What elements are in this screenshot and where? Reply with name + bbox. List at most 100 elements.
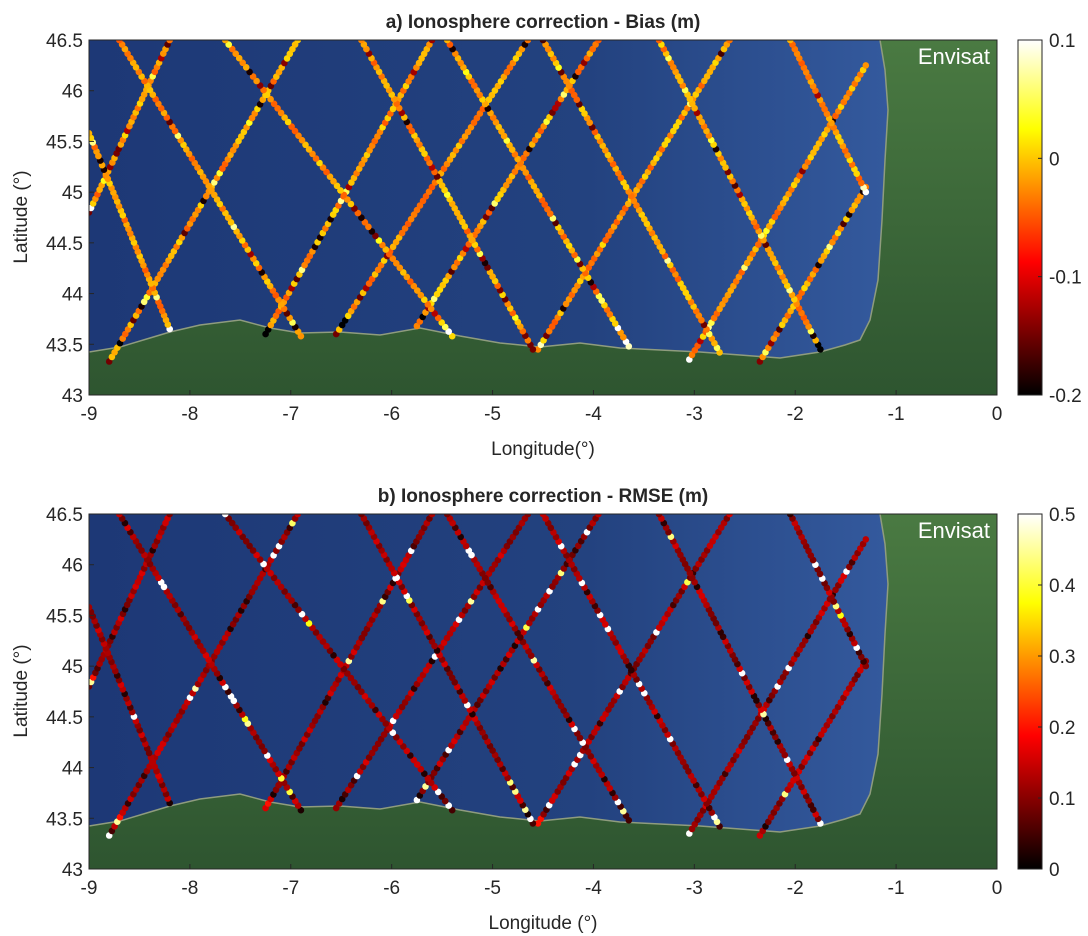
data-point	[434, 314, 442, 322]
data-point	[267, 95, 274, 103]
bias-panel: a) Ionosphere correction - Bias (m) Envi…	[11, 12, 1082, 460]
panel-a-x-ticks: -9 -8 -7 -6 -5 -4 -3 -2 -1 0	[81, 390, 1003, 425]
data-point	[235, 528, 243, 536]
data-point	[786, 40, 794, 44]
data-point	[239, 533, 246, 541]
data-point	[431, 784, 439, 791]
data-point	[232, 50, 239, 57]
x-tick-label: 0	[992, 404, 1003, 425]
data-point	[232, 524, 239, 531]
data-point	[319, 164, 327, 171]
data-point	[361, 693, 369, 700]
y-tick-label: 44.5	[46, 708, 83, 729]
panel-a-colorbar	[1017, 39, 1043, 396]
data-point	[524, 514, 532, 518]
data-point	[246, 542, 253, 550]
data-point	[344, 670, 351, 677]
panel-b-xlabel: Longitude (°)	[489, 913, 598, 934]
data-point	[403, 747, 411, 755]
data-point	[595, 514, 602, 518]
data-point	[309, 624, 316, 632]
data-point	[284, 118, 292, 126]
y-tick-label: 43.5	[46, 335, 83, 356]
data-point	[428, 514, 436, 518]
data-point	[221, 40, 229, 44]
data-point	[270, 574, 278, 582]
data-point	[116, 514, 123, 518]
data-point	[277, 109, 285, 117]
panel-b-colorbar	[1017, 513, 1043, 870]
x-tick-label: -4	[585, 404, 602, 425]
data-point	[427, 779, 435, 787]
panel-b-land	[89, 514, 997, 869]
data-point	[263, 91, 271, 98]
x-tick-label: -8	[181, 878, 198, 899]
data-point	[260, 86, 267, 94]
data-point	[368, 228, 376, 235]
x-tick-label: -1	[888, 404, 905, 425]
x-tick-label: -5	[484, 878, 501, 899]
data-point	[424, 301, 432, 308]
y-tick-label: 46	[62, 82, 83, 103]
data-point	[267, 569, 274, 577]
data-point	[256, 556, 264, 563]
data-point	[539, 514, 547, 518]
panel-a-points	[89, 40, 870, 365]
data-point	[270, 100, 278, 108]
data-point	[375, 237, 383, 244]
x-tick-label: -4	[585, 878, 602, 899]
x-tick-label: -6	[383, 404, 400, 425]
data-point	[274, 105, 281, 112]
data-point	[438, 319, 446, 326]
data-point	[386, 724, 393, 732]
data-point	[351, 205, 358, 212]
data-point	[166, 40, 173, 44]
data-point	[291, 127, 299, 135]
data-point	[862, 62, 870, 69]
data-point	[340, 665, 348, 673]
data-point	[344, 196, 351, 203]
panel-a-ylabel: Latitude (°)	[11, 170, 32, 263]
data-point	[354, 683, 362, 691]
panel-b-annotation: Envisat	[918, 518, 990, 543]
data-point	[726, 514, 733, 518]
data-point	[309, 150, 316, 158]
rmse-panel: b) Ionosphere correction - RMSE (m) Envi…	[11, 486, 1076, 934]
y-tick-label: 45	[62, 657, 83, 678]
data-point	[347, 200, 355, 208]
data-point	[414, 761, 421, 768]
data-point	[221, 514, 229, 518]
panel-b-x-ticks: -9 -8 -7 -6 -5 -4 -3 -2 -1 0	[81, 864, 1002, 899]
y-tick-label: 43	[62, 860, 83, 881]
data-point	[326, 173, 334, 180]
data-point	[294, 40, 302, 44]
data-point	[274, 579, 281, 586]
data-point	[441, 323, 449, 331]
data-point	[333, 182, 341, 190]
data-point	[302, 615, 309, 623]
panel-b-y-ticks: 43 43.5 44 44.5 45 45.5 46 46.5	[46, 505, 94, 881]
x-tick-label: -3	[686, 404, 703, 425]
data-point	[786, 514, 794, 518]
panel-b-frame	[88, 513, 998, 870]
data-point	[294, 514, 302, 518]
data-point	[351, 679, 358, 686]
data-point	[448, 806, 456, 814]
colorbar-tick-label: -0.1	[1049, 268, 1082, 289]
data-point	[358, 40, 365, 44]
data-point	[421, 770, 428, 777]
panel-a-coastline	[89, 40, 889, 359]
data-point	[291, 601, 299, 609]
data-point	[445, 802, 453, 809]
data-point	[302, 141, 309, 149]
data-point	[396, 264, 404, 272]
data-point	[428, 40, 436, 44]
data-point	[445, 328, 453, 335]
data-point	[400, 743, 407, 750]
panel-b-points	[89, 514, 870, 839]
data-point	[443, 514, 451, 518]
x-tick-label: -9	[81, 878, 98, 899]
data-point	[260, 560, 267, 568]
data-point	[372, 706, 379, 714]
data-point	[295, 132, 302, 139]
